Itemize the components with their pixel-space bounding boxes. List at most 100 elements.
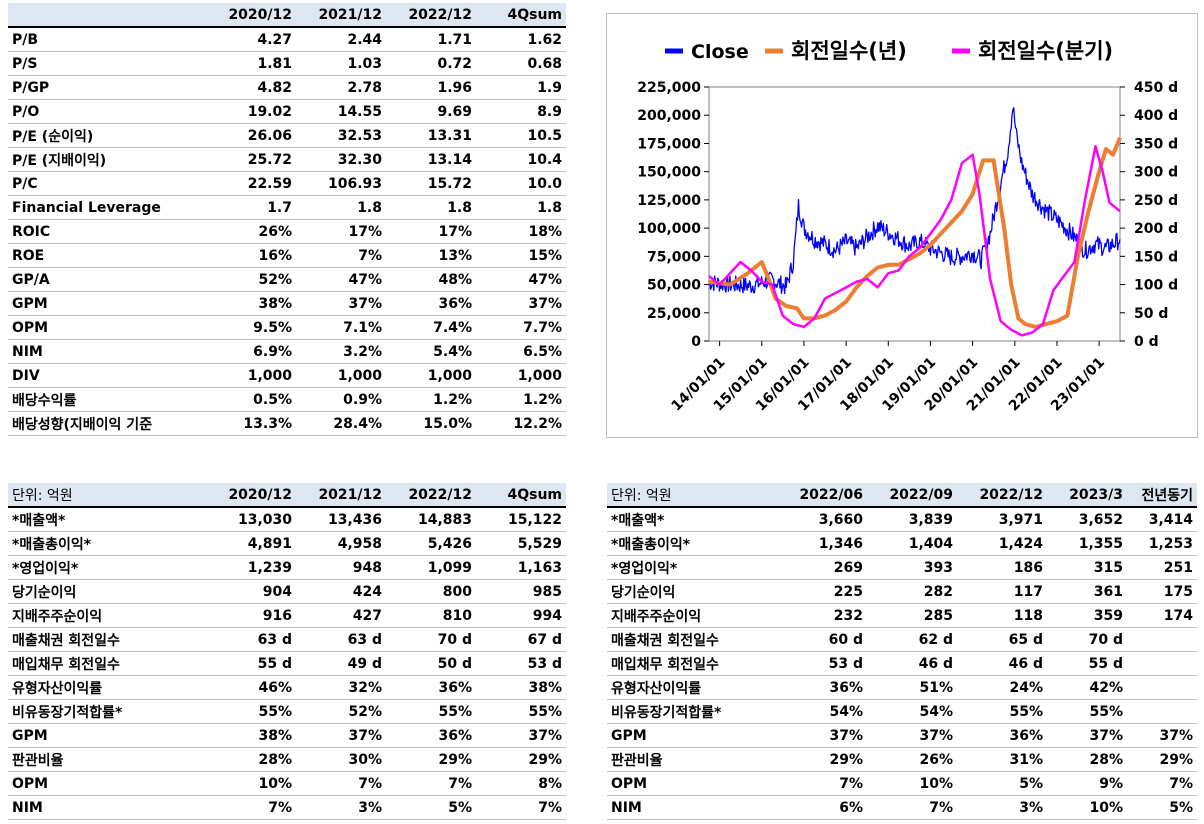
annual-cell: 3%: [296, 795, 386, 820]
valuation-cell: 22.59: [206, 171, 296, 196]
valuation-col-header: 4Qsum: [476, 3, 566, 28]
valuation-row: GP/A 52% 47% 48% 47%: [8, 267, 566, 292]
annual-cell: 49 d: [296, 651, 386, 676]
quarterly-cell: 55%: [957, 699, 1047, 724]
valuation-row: P/B 4.27 2.44 1.71 1.62: [8, 27, 566, 52]
valuation-cell: 38%: [206, 291, 296, 316]
annual-cell: 1,239: [206, 555, 296, 580]
quarterly-row-label: 지배주주순이익: [607, 603, 777, 628]
legend-label-2: 회전일수(분기): [978, 39, 1113, 63]
annual-cell: 948: [296, 555, 386, 580]
valuation-row-label: GP/A: [8, 267, 206, 292]
valuation-row: ROIC 26% 17% 17% 18%: [8, 219, 566, 244]
quarterly-cell: 174: [1127, 603, 1197, 628]
valuation-row-label: Financial Leverage: [8, 195, 206, 220]
valuation-row-label: NIM: [8, 339, 206, 364]
annual-cell: 55%: [476, 699, 566, 724]
annual-row: *매출액* 13,030 13,436 14,883 15,122: [8, 507, 566, 532]
quarterly-cell: 37%: [867, 723, 957, 748]
valuation-cell: 2.44: [296, 27, 386, 52]
quarterly-cell: 51%: [867, 675, 957, 700]
annual-cell: 55%: [386, 699, 476, 724]
annual-row-label: 매입채무 회전일수: [8, 651, 206, 676]
valuation-cell: 17%: [386, 219, 476, 244]
annual-cell: 37%: [296, 723, 386, 748]
annual-row-label: OPM: [8, 771, 206, 796]
quarterly-cell: [1127, 699, 1197, 724]
quarterly-cell: 62 d: [867, 627, 957, 652]
annual-cell: 36%: [386, 723, 476, 748]
valuation-table: 2020/12 2021/12 2022/12 4Qsum P/B 4.27 2.4…: [8, 3, 566, 436]
annual-cell: 38%: [206, 723, 296, 748]
annual-row-label: 판관비율: [8, 747, 206, 772]
valuation-cell: 0.5%: [206, 387, 296, 412]
annual-cell: 5,426: [386, 531, 476, 556]
valuation-cell: 36%: [386, 291, 476, 316]
valuation-row-label: GPM: [8, 291, 206, 316]
quarterly-row-label: NIM: [607, 795, 777, 820]
valuation-cell: 7.4%: [386, 315, 476, 340]
annual-row: 판관비율 28% 30% 29% 29%: [8, 747, 566, 772]
annual-cell: 13,030: [206, 507, 296, 532]
annual-col-header: 2022/12: [386, 483, 476, 508]
quarterly-row: *영업이익* 269 393 186 315 251: [607, 555, 1197, 580]
annual-row: GPM 38% 37% 36% 37%: [8, 723, 566, 748]
annual-cell: 13,436: [296, 507, 386, 532]
quarterly-cell: 36%: [777, 675, 867, 700]
quarterly-cell: 9%: [1047, 771, 1127, 796]
quarterly-cell: 65 d: [957, 627, 1047, 652]
valuation-row: P/E (순이익) 26.06 32.53 13.31 10.5: [8, 123, 566, 148]
plot-area: [708, 86, 1121, 342]
valuation-cell: 10.0: [476, 171, 566, 196]
valuation-cell: 37%: [476, 291, 566, 316]
annual-row-label: 지배주주순이익: [8, 603, 206, 628]
valuation-row-label: P/E (순이익): [8, 123, 206, 148]
valuation-cell: 7%: [296, 243, 386, 268]
quarterly-cell: 26%: [867, 747, 957, 772]
valuation-cell: 25.72: [206, 147, 296, 172]
y-right-tick-label: 300 d: [1134, 165, 1178, 181]
annual-row-label: 유형자산이익률: [8, 675, 206, 700]
annual-cell: 8%: [476, 771, 566, 796]
quarterly-cell: 5%: [957, 771, 1047, 796]
annual-cell: 985: [476, 579, 566, 604]
valuation-cell: 26.06: [206, 123, 296, 148]
y-left-tick-label: 200,000: [637, 108, 701, 124]
quarterly-cell: 55 d: [1047, 651, 1127, 676]
valuation-cell: 5.4%: [386, 339, 476, 364]
annual-col-header: 2020/12: [206, 483, 296, 508]
valuation-cell: 47%: [476, 267, 566, 292]
annual-cell: 994: [476, 603, 566, 628]
annual-cell: 37%: [476, 723, 566, 748]
valuation-cell: 1.8: [386, 195, 476, 220]
valuation-label-header: [8, 3, 206, 28]
quarterly-cell: 117: [957, 579, 1047, 604]
annual-row: 지배주주순이익 916 427 810 994: [8, 603, 566, 628]
valuation-cell: 1.9: [476, 75, 566, 100]
y-right-tick-label: 400 d: [1134, 108, 1178, 124]
annual-row: 매입채무 회전일수 55 d 49 d 50 d 53 d: [8, 651, 566, 676]
valuation-cell: 9.69: [386, 99, 476, 124]
valuation-cell: 1,000: [296, 363, 386, 388]
quarterly-cell: 118: [957, 603, 1047, 628]
quarterly-row-label: 당기순이익: [607, 579, 777, 604]
valuation-cell: 0.9%: [296, 387, 386, 412]
annual-row-label: GPM: [8, 723, 206, 748]
valuation-cell: 4.27: [206, 27, 296, 52]
series-line-1: [708, 137, 1122, 329]
valuation-col-header: 2020/12: [206, 3, 296, 28]
valuation-cell: 3.2%: [296, 339, 386, 364]
valuation-row: P/O 19.02 14.55 9.69 8.9: [8, 99, 566, 124]
valuation-cell: 1.8: [476, 195, 566, 220]
quarterly-cell: 60 d: [777, 627, 867, 652]
annual-cell: 32%: [296, 675, 386, 700]
quarterly-cell: 46 d: [957, 651, 1047, 676]
annual-cell: 50 d: [386, 651, 476, 676]
valuation-row: P/S 1.81 1.03 0.72 0.68: [8, 51, 566, 76]
valuation-row-label: OPM: [8, 315, 206, 340]
quarterly-cell: 1,424: [957, 531, 1047, 556]
quarterly-cell: 285: [867, 603, 957, 628]
annual-row: *매출총이익* 4,891 4,958 5,426 5,529: [8, 531, 566, 556]
quarterly-cell: 361: [1047, 579, 1127, 604]
legend-label-0: Close: [691, 41, 749, 63]
